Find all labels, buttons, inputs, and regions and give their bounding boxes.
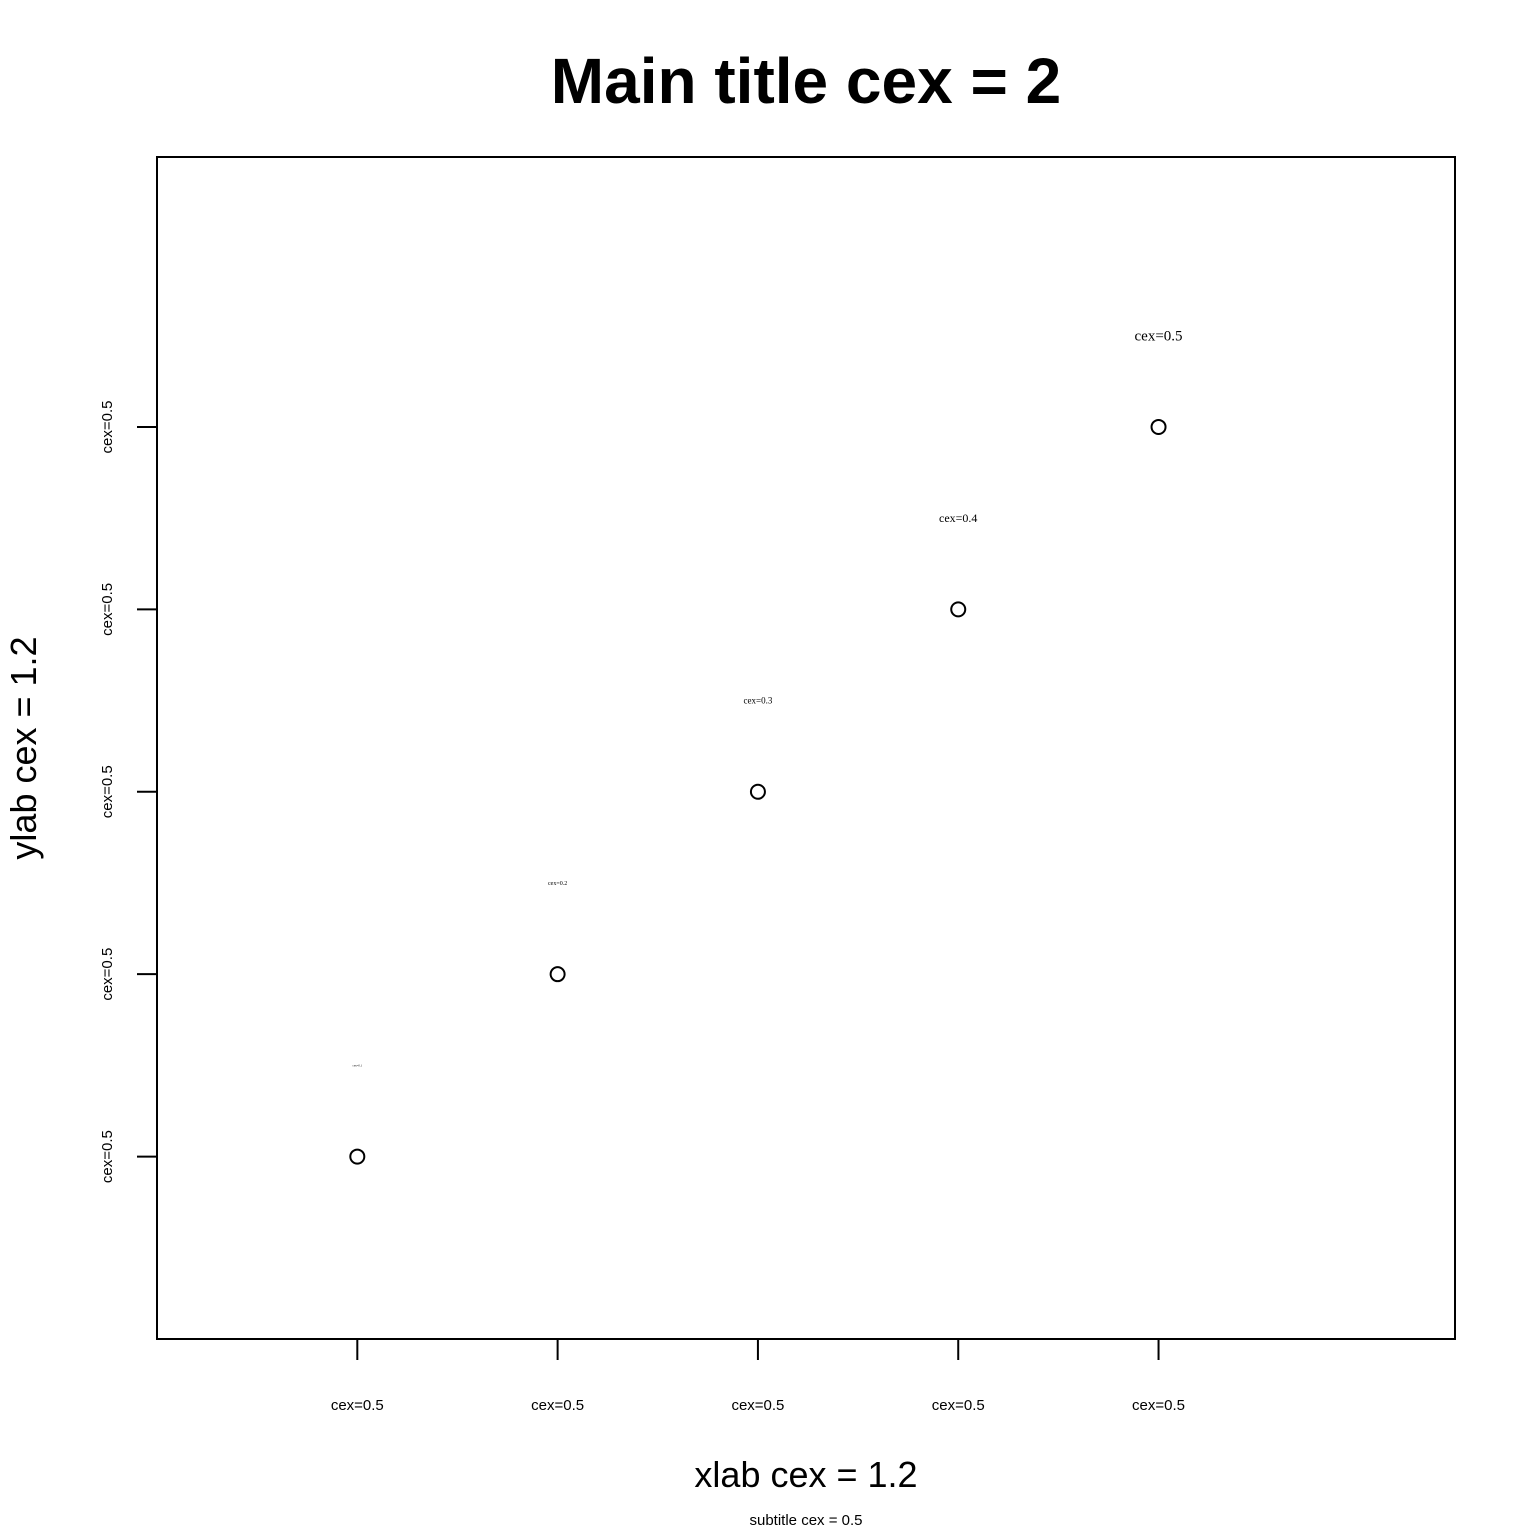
points-layer <box>349 418 1167 1165</box>
annotations-layer: cex=0.1 cex=0.2 cex=0.3 cex=0.4 cex=0.5 <box>353 328 1183 1067</box>
y-tick-label: cex=0.5 <box>99 1130 116 1183</box>
point-annotation: cex=0.3 <box>744 695 773 705</box>
y-tick-label: cex=0.5 <box>99 400 116 453</box>
point-annotation: cex=0.1 <box>353 1063 363 1067</box>
chart-subtitle: subtitle cex = 0.5 <box>750 1512 863 1529</box>
point-annotation: cex=0.2 <box>548 881 567 887</box>
x-tick-label: cex=0.5 <box>731 1397 784 1414</box>
x-axis-label: xlab cex = 1.2 <box>694 1454 917 1495</box>
x-tick-label: cex=0.5 <box>331 1397 384 1414</box>
data-point <box>1150 418 1167 435</box>
x-tick-label: cex=0.5 <box>1132 1397 1185 1414</box>
y-tick-label: cex=0.5 <box>99 948 116 1001</box>
x-tick-label: cex=0.5 <box>531 1397 584 1414</box>
plot-frame <box>156 156 1456 1340</box>
point-annotation: cex=0.5 <box>1135 328 1183 344</box>
data-point <box>950 601 967 618</box>
y-tick-label: cex=0.5 <box>99 583 116 636</box>
x-axis: cex=0.5 cex=0.5 cex=0.5 cex=0.5 cex=0.5 <box>331 1339 1185 1414</box>
point-annotation: cex=0.4 <box>939 511 977 525</box>
data-point <box>549 966 566 983</box>
chart-title: Main title cex = 2 <box>551 45 1061 117</box>
data-point <box>349 1148 366 1165</box>
x-tick-label: cex=0.5 <box>932 1397 985 1414</box>
y-tick-label: cex=0.5 <box>99 765 116 818</box>
y-axis-label: ylab cex = 1.2 <box>3 636 44 859</box>
y-axis: cex=0.5 cex=0.5 cex=0.5 cex=0.5 cex=0.5 <box>99 400 157 1183</box>
data-point <box>749 783 766 800</box>
